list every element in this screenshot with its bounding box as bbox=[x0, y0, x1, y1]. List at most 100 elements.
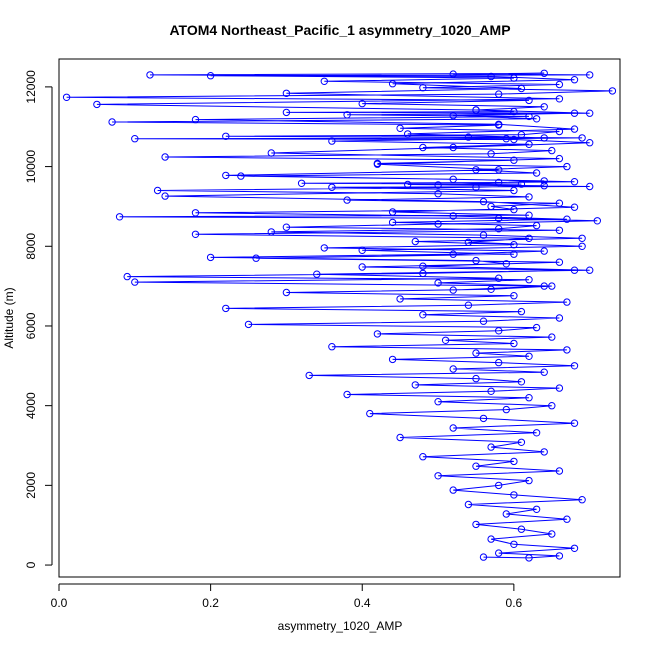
data-point bbox=[563, 298, 571, 306]
data-point bbox=[555, 199, 564, 207]
data-point bbox=[525, 276, 533, 284]
data-point bbox=[532, 169, 541, 177]
data-point bbox=[510, 205, 518, 214]
data-point bbox=[434, 220, 442, 228]
data-point bbox=[540, 448, 548, 456]
data-points bbox=[62, 69, 617, 562]
data-point bbox=[419, 269, 427, 278]
x-tick-label: 0.2 bbox=[202, 596, 219, 610]
data-point bbox=[472, 183, 480, 192]
data-point bbox=[510, 250, 518, 258]
data-point bbox=[441, 336, 450, 344]
data-point bbox=[586, 71, 594, 79]
data-point bbox=[570, 544, 579, 552]
data-point bbox=[510, 186, 518, 195]
data-point bbox=[502, 510, 510, 518]
data-point bbox=[555, 314, 564, 322]
data-point bbox=[586, 109, 594, 117]
data-point bbox=[419, 311, 427, 319]
data-point bbox=[449, 143, 457, 152]
data-point bbox=[555, 258, 564, 266]
data-point bbox=[222, 132, 230, 141]
data-point bbox=[419, 84, 427, 92]
data-point bbox=[328, 137, 336, 145]
data-point bbox=[313, 270, 321, 278]
data-point bbox=[153, 186, 162, 195]
y-tick-label: 8000 bbox=[24, 233, 38, 260]
data-point bbox=[419, 262, 427, 270]
data-point bbox=[517, 84, 526, 93]
data-point bbox=[404, 180, 412, 189]
y-tick-label: 4000 bbox=[24, 392, 38, 419]
data-point bbox=[532, 221, 541, 230]
x-tick-label: 0.4 bbox=[354, 596, 371, 610]
data-point bbox=[563, 215, 571, 223]
data-point bbox=[343, 390, 351, 399]
data-point bbox=[487, 285, 495, 293]
data-point bbox=[191, 230, 200, 239]
data-point bbox=[540, 134, 548, 142]
plot-area bbox=[62, 69, 617, 562]
y-tick-label: 6000 bbox=[24, 312, 38, 339]
data-point bbox=[487, 72, 495, 81]
data-point bbox=[532, 505, 541, 513]
data-point bbox=[495, 225, 503, 233]
x-axis-label: asymmetry_1020_AMP bbox=[278, 619, 403, 633]
data-point bbox=[555, 467, 564, 475]
data-point bbox=[305, 371, 313, 380]
data-point bbox=[328, 183, 336, 192]
x-tick-label: 0.0 bbox=[51, 596, 68, 610]
data-point bbox=[328, 343, 336, 351]
data-point bbox=[495, 120, 503, 129]
data-point bbox=[510, 241, 518, 249]
data-point bbox=[525, 234, 533, 243]
data-point bbox=[578, 496, 586, 504]
data-point bbox=[472, 349, 480, 357]
data-point bbox=[479, 414, 488, 423]
data-point bbox=[555, 226, 564, 235]
data-point bbox=[525, 140, 533, 149]
data-point bbox=[434, 279, 442, 287]
data-point bbox=[191, 209, 200, 217]
x-axis: 0.0 0.2 0.4 0.6 bbox=[51, 583, 523, 610]
data-point bbox=[434, 190, 442, 198]
data-point bbox=[479, 197, 488, 206]
data-point bbox=[510, 457, 518, 466]
data-point bbox=[464, 238, 473, 247]
y-tick-label: 10000 bbox=[24, 150, 38, 184]
data-point bbox=[472, 256, 480, 265]
data-point bbox=[449, 365, 457, 373]
data-point bbox=[540, 69, 548, 78]
data-point bbox=[540, 247, 548, 255]
chart-title: ATOM4 Northeast_Pacific_1 asymmetry_1020… bbox=[169, 22, 510, 38]
data-point bbox=[495, 214, 503, 223]
data-point bbox=[396, 295, 404, 303]
data-point bbox=[548, 402, 556, 410]
data-point bbox=[161, 153, 169, 161]
data-point bbox=[464, 133, 473, 141]
data-point bbox=[495, 166, 503, 174]
data-point bbox=[593, 217, 601, 225]
data-point bbox=[434, 181, 442, 189]
data-point bbox=[510, 74, 518, 82]
data-point bbox=[578, 242, 586, 251]
data-point bbox=[404, 130, 412, 138]
data-point bbox=[93, 100, 101, 109]
data-point bbox=[517, 180, 526, 188]
data-point bbox=[548, 282, 556, 290]
data-point bbox=[517, 438, 526, 446]
data-point bbox=[396, 433, 404, 442]
data-point bbox=[479, 553, 488, 561]
data-point bbox=[449, 424, 457, 432]
data-point bbox=[548, 333, 556, 341]
data-point bbox=[343, 196, 351, 204]
data-point bbox=[222, 171, 230, 180]
data-point bbox=[525, 96, 533, 105]
data-point bbox=[472, 462, 480, 470]
data-point bbox=[540, 282, 548, 290]
data-point bbox=[548, 530, 556, 538]
data-point bbox=[563, 162, 571, 171]
data-point bbox=[62, 93, 71, 102]
data-point bbox=[555, 127, 564, 136]
